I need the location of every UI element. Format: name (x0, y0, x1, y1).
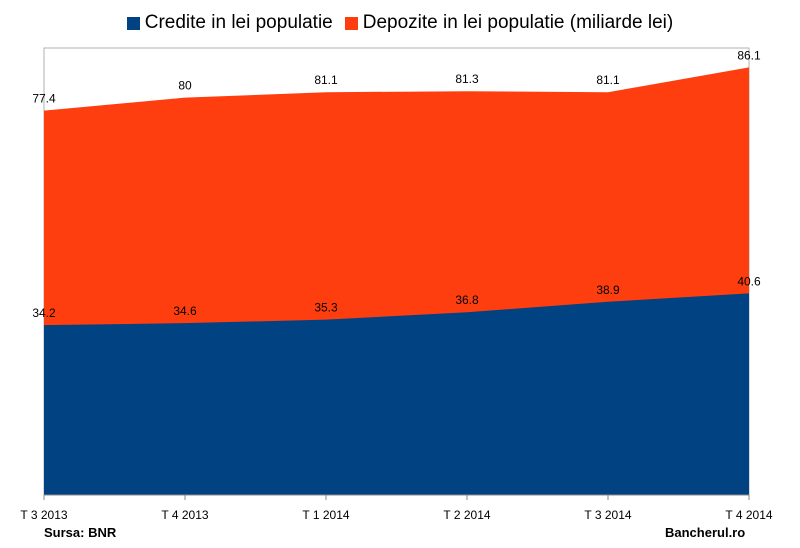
legend-swatch-deposits (344, 16, 358, 30)
x-tick-label: T 1 2014 (302, 508, 349, 522)
data-label-credits: 34.2 (32, 306, 56, 320)
data-label-credits: 36.8 (455, 293, 479, 307)
legend-item-deposits: Depozite in lei populatie (miliarde lei) (344, 12, 674, 34)
brand-note: Bancherul.ro (665, 525, 746, 540)
data-label-deposits: 80 (178, 79, 192, 93)
x-tick-label: T 3 2013 (20, 508, 67, 522)
data-label-credits: 34.6 (173, 304, 197, 318)
data-label-credits: 38.9 (596, 283, 620, 297)
data-label-credits: 35.3 (314, 301, 338, 315)
x-tick-label: T 2 2014 (443, 508, 490, 522)
data-label-deposits: 77.4 (32, 92, 56, 106)
source-note: Sursa: BNR (44, 525, 117, 540)
x-tick-label: T 4 2013 (161, 508, 208, 522)
data-label-deposits: 81.3 (455, 72, 479, 86)
legend-swatch-credits (126, 16, 140, 30)
legend-item-credits: Credite in lei populatie (126, 12, 333, 34)
area-credits (44, 293, 749, 495)
data-label-deposits: 86.1 (737, 48, 761, 62)
x-tick-label: T 3 2014 (584, 508, 631, 522)
data-label-deposits: 81.1 (314, 73, 338, 87)
data-label-deposits: 81.1 (596, 73, 620, 87)
x-tick-label: T 4 2014 (725, 508, 772, 522)
legend: Credite in lei populatie Depozite in lei… (0, 12, 800, 34)
legend-label-credits: Credite in lei populatie (144, 12, 333, 33)
legend-label-deposits: Depozite in lei populatie (miliarde lei) (362, 12, 674, 33)
data-label-credits: 40.6 (737, 274, 761, 288)
